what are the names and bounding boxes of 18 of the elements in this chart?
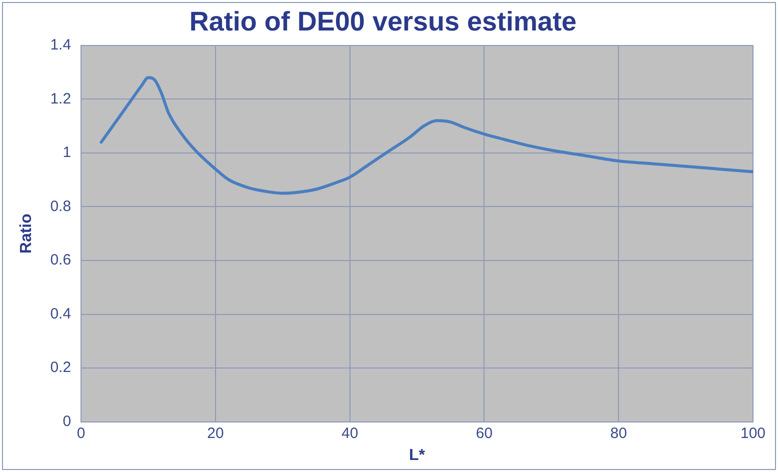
- line-series: [100, 76, 753, 195]
- x-tick-label: 100: [740, 424, 766, 442]
- y-tick-label: 1.4: [50, 36, 72, 54]
- x-tick-label: 80: [610, 424, 627, 442]
- y-tick-label: 0.6: [50, 252, 72, 269]
- y-tick-label: 0.2: [50, 359, 72, 376]
- x-tick-label: 40: [341, 424, 358, 442]
- y-tick-label: 0.8: [50, 198, 72, 215]
- y-tick-label: 1.2: [50, 90, 72, 108]
- y-tick-label: 0.4: [50, 305, 72, 322]
- chart-title: Ratio of DE00 versus estimate: [189, 6, 577, 37]
- x-tick-label: 20: [207, 424, 224, 442]
- y-axis-title: Ratio: [18, 213, 36, 254]
- x-tick-label: 60: [476, 424, 493, 442]
- y-tick-label: 0: [62, 412, 72, 430]
- x-tick-label: 0: [76, 424, 86, 442]
- x-axis-title: L*: [409, 446, 426, 464]
- y-tick-label: 1: [62, 144, 72, 162]
